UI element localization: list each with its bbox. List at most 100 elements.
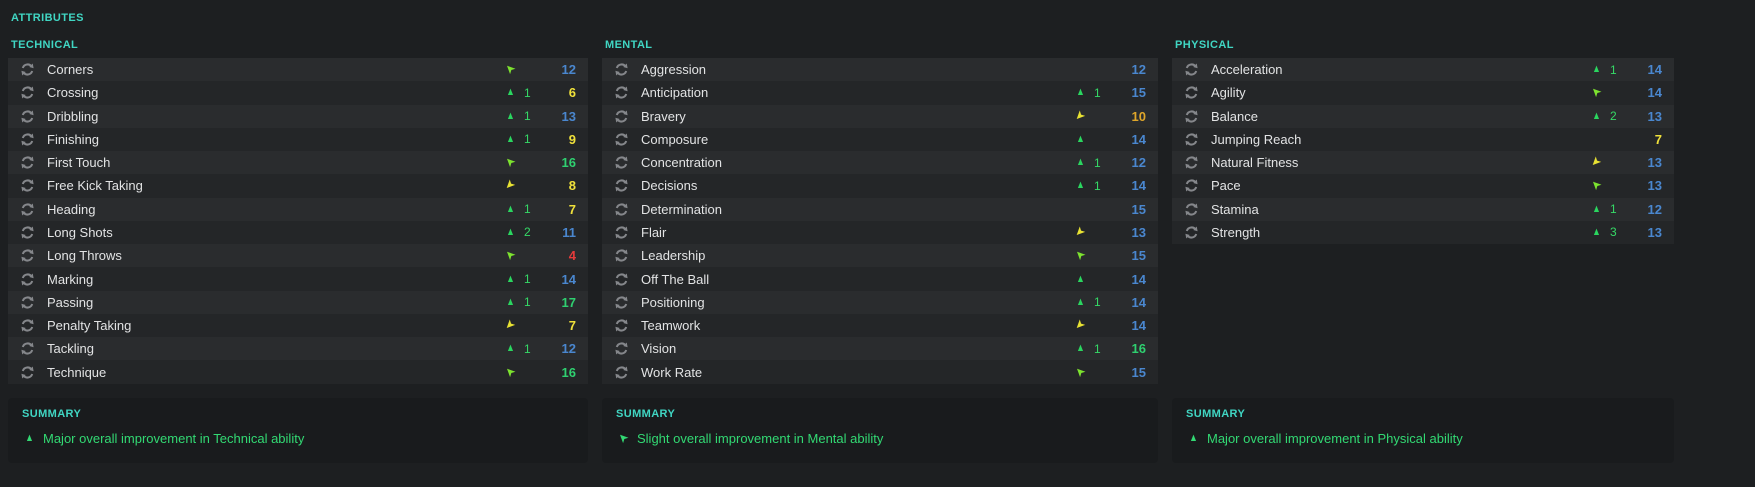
attribute-change-swap-icon [614, 109, 629, 124]
attribute-row: Teamwork ➤ 14 [602, 313, 1158, 338]
attribute-row: Natural Fitness ➤ 13 [1172, 151, 1674, 175]
attribute-name: Off The Ball [641, 271, 710, 287]
attribute-value: 15 [1131, 248, 1146, 264]
attribute-name: Finishing [47, 131, 100, 147]
attribute-change-swap-icon [1184, 109, 1199, 124]
change-delta: 1 [524, 272, 531, 287]
summary-panel-mental: SUMMARY ➤ Slight overall improvement in Me… [602, 398, 1158, 463]
summary-text: Slight overall improvement in Mental abi… [637, 431, 884, 446]
arrow-up-icon: ▲ [1075, 179, 1085, 192]
attribute-value: 14 [1647, 62, 1662, 78]
arrow-slight-down-icon: ➤ [501, 176, 519, 194]
attribute-change-swap-icon [1184, 225, 1199, 240]
attribute-value: 7 [1654, 131, 1662, 147]
attribute-change-swap-icon [614, 248, 629, 263]
attribute-row: Decisions ▲ 1 14 [602, 174, 1158, 198]
summary-line: ▲ Major overall improvement in Physical a… [1186, 431, 1660, 446]
attribute-value: 13 [561, 108, 576, 124]
arrow-slight-up-icon: ➤ [1587, 176, 1605, 194]
attribute-change-swap-icon [20, 341, 35, 356]
attribute-row: Aggression 12 [602, 58, 1158, 82]
change-delta: 1 [524, 295, 531, 310]
attribute-name: First Touch [47, 155, 111, 171]
attribute-value: 14 [1131, 178, 1146, 194]
attribute-row: Jumping Reach 7 [1172, 127, 1674, 152]
summary-header: SUMMARY [22, 408, 82, 420]
attribute-column-mental: MENTAL Aggression 12 Anticipation ▲ 1 15 Braver… [602, 39, 1158, 463]
attribute-change-swap-icon [614, 85, 629, 100]
attributes-panel: ATTRIBUTES TECHNICAL Corners ➤ 12 Crossing ▲ 1… [8, 12, 1755, 463]
arrow-slight-down-icon: ➤ [1071, 316, 1089, 334]
attribute-name: Marking [47, 271, 94, 287]
attribute-change-swap-icon [614, 132, 629, 147]
attribute-name: Pace [1211, 178, 1241, 194]
attribute-value: 6 [568, 85, 576, 101]
attribute-change-swap-icon [614, 62, 629, 77]
attribute-change-swap-icon [20, 248, 35, 263]
attribute-row: Leadership ➤ 15 [602, 244, 1158, 268]
arrow-up-icon: ▲ [505, 202, 515, 215]
change-delta: 1 [524, 109, 531, 124]
attribute-name: Agility [1211, 85, 1246, 101]
arrow-up-icon: ▲ [505, 342, 515, 355]
attribute-change-swap-icon [20, 202, 35, 217]
change-delta: 1 [1094, 178, 1101, 193]
attribute-name: Penalty Taking [47, 318, 132, 334]
attribute-row: Passing ▲ 1 17 [8, 290, 588, 314]
change-delta: 3 [1610, 225, 1617, 240]
attribute-change-swap-icon [20, 272, 35, 287]
arrow-up-icon: ▲ [505, 295, 515, 308]
attribute-change-swap-icon [614, 202, 629, 217]
attribute-row: Vision ▲ 1 16 [602, 337, 1158, 361]
attribute-row: Heading ▲ 1 7 [8, 197, 588, 221]
arrow-up-icon: ▲ [505, 86, 515, 99]
attribute-value: 16 [561, 155, 576, 171]
change-delta: 1 [1610, 202, 1617, 217]
change-delta: 1 [1094, 155, 1101, 170]
attribute-row: Bravery ➤ 10 [602, 104, 1158, 128]
attribute-value: 7 [568, 201, 576, 217]
attribute-columns: TECHNICAL Corners ➤ 12 Crossing ▲ 1 6 Dribbling ▲… [8, 39, 1755, 463]
attribute-change-swap-icon [1184, 155, 1199, 170]
attribute-value: 12 [1131, 62, 1146, 78]
attribute-value: 15 [1131, 364, 1146, 380]
attribute-row: Finishing ▲ 1 9 [8, 127, 588, 152]
attribute-change-swap-icon [614, 295, 629, 310]
attribute-row: Balance ▲ 2 13 [1172, 104, 1674, 128]
attribute-row: Off The Ball ▲ 14 [602, 267, 1158, 291]
attribute-name: Vision [641, 341, 677, 357]
attribute-change-swap-icon [20, 109, 35, 124]
attribute-change-swap-icon [1184, 62, 1199, 77]
arrow-up-icon: ▲ [1188, 432, 1198, 444]
attribute-value: 4 [568, 248, 576, 264]
attribute-name: Long Shots [47, 224, 113, 240]
attribute-name: Anticipation [641, 85, 709, 101]
attribute-value: 15 [1131, 201, 1146, 217]
attribute-change-swap-icon [1184, 202, 1199, 217]
attribute-name: Passing [47, 294, 94, 310]
attribute-name: Dribbling [47, 108, 99, 124]
arrow-up-icon: ▲ [1075, 156, 1085, 169]
attribute-change-swap-icon [614, 272, 629, 287]
attribute-value: 17 [561, 294, 576, 310]
change-delta: 1 [524, 341, 531, 356]
attribute-name: Concentration [641, 155, 722, 171]
attribute-name: Acceleration [1211, 62, 1283, 78]
section-header-mental: MENTAL [605, 39, 653, 51]
change-delta: 1 [1610, 62, 1617, 77]
attribute-value: 12 [1647, 201, 1662, 217]
attribute-value: 12 [561, 62, 576, 78]
arrow-up-icon: ▲ [505, 272, 515, 285]
attribute-name: Balance [1211, 108, 1258, 124]
attribute-row: Flair ➤ 13 [602, 220, 1158, 245]
attribute-change-swap-icon [1184, 85, 1199, 100]
attribute-name: Determination [641, 201, 722, 217]
arrow-slight-up-icon: ➤ [501, 153, 519, 171]
attribute-row: Acceleration ▲ 1 14 [1172, 58, 1674, 82]
attribute-row: Determination 15 [602, 197, 1158, 221]
change-delta: 1 [1094, 85, 1101, 100]
attribute-change-swap-icon [1184, 132, 1199, 147]
attribute-change-swap-icon [614, 178, 629, 193]
arrow-up-icon: ▲ [1591, 63, 1601, 76]
arrow-up-icon: ▲ [24, 432, 34, 444]
